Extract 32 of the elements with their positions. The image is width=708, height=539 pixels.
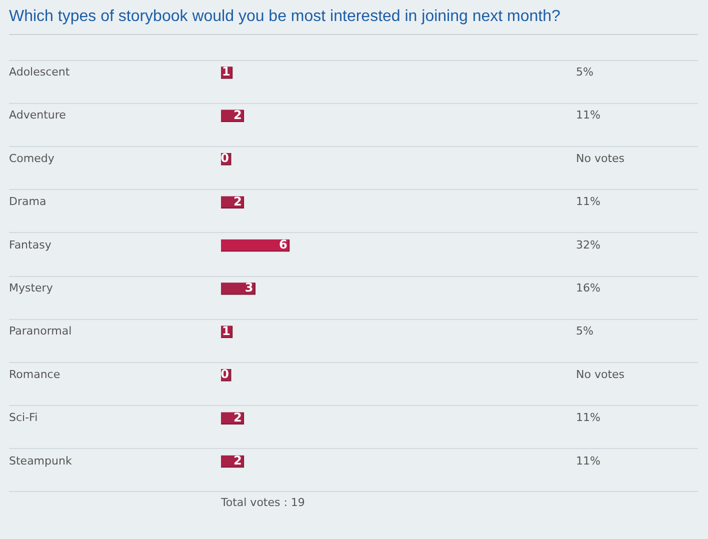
data-label: 1 — [222, 64, 230, 79]
y-tick-label: Paranormal — [9, 324, 72, 338]
y-tick-label: Steampunk — [9, 454, 72, 468]
data-label: 2 — [233, 410, 242, 424]
y-tick-label: Mystery — [9, 281, 54, 294]
data-label: 3 — [244, 280, 254, 295]
data-label: 2 — [233, 454, 242, 468]
text: 5% — [576, 324, 594, 338]
text: No votes — [576, 152, 625, 165]
y-tick-label: Comedy — [9, 152, 55, 165]
text: 11% — [576, 411, 600, 424]
data-label: 2 — [233, 194, 242, 208]
data-label: 2 — [233, 108, 242, 122]
y-tick-label: Sci-Fi — [9, 411, 38, 424]
y-tick-label: Romance — [9, 368, 60, 381]
text: 16% — [576, 281, 600, 294]
text: No votes — [576, 368, 625, 381]
data-label: 6 — [279, 238, 288, 252]
data-label: 1 — [222, 324, 230, 338]
y-tick-label: Adolescent — [9, 65, 70, 78]
text: Total votes : 19 — [221, 496, 305, 509]
data-label: 0 — [220, 151, 229, 166]
text: 11% — [576, 195, 600, 208]
data-label: 0 — [220, 367, 229, 382]
text: 11% — [576, 108, 600, 122]
text: 32% — [576, 238, 600, 252]
y-tick-label: Fantasy — [9, 238, 52, 252]
text: 5% — [576, 65, 594, 78]
y-tick-label: Drama — [9, 195, 46, 208]
y-tick-label: Adventure — [9, 108, 66, 122]
text: 11% — [576, 454, 600, 468]
chart-title: Which types of storybook would you be most interested in joining next month? — [9, 8, 698, 35]
